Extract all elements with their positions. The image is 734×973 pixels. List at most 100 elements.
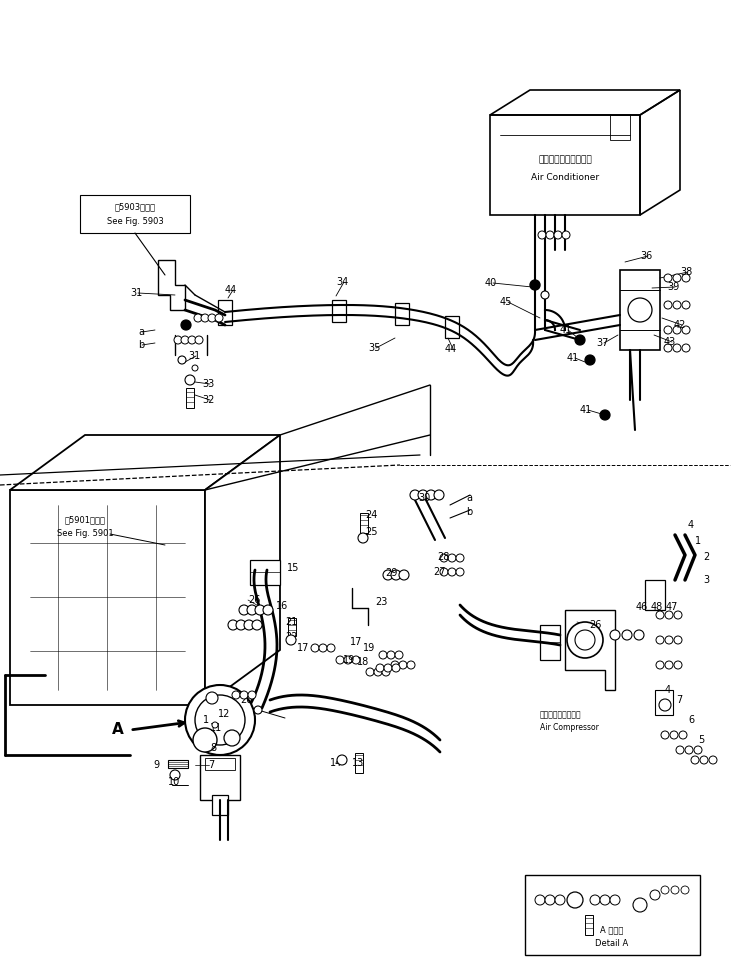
Text: Air Compressor: Air Compressor [540,724,599,733]
Circle shape [178,356,186,364]
Circle shape [682,274,690,282]
Text: 13: 13 [352,758,364,768]
Text: b: b [466,507,472,517]
Circle shape [201,314,209,322]
Circle shape [634,630,644,640]
Text: 17: 17 [350,637,363,647]
Bar [540,625,560,660]
Text: 第5903図参照: 第5903図参照 [115,202,156,211]
Text: 28: 28 [437,552,449,562]
Text: 41: 41 [567,353,579,363]
Circle shape [567,622,603,658]
Circle shape [236,620,246,630]
Text: b: b [138,340,145,350]
Circle shape [673,274,681,282]
Circle shape [311,644,319,652]
Circle shape [664,301,672,309]
Circle shape [661,731,669,739]
Bar [395,303,409,325]
Circle shape [664,344,672,352]
Bar [168,760,188,768]
Text: 3: 3 [703,575,709,585]
Bar [525,875,700,955]
Text: 22: 22 [285,632,297,642]
Circle shape [228,620,238,630]
Circle shape [670,731,678,739]
Circle shape [664,274,672,282]
Circle shape [195,695,245,745]
Circle shape [674,611,682,619]
Circle shape [181,320,191,330]
Text: 44: 44 [225,285,237,295]
Text: 41: 41 [580,405,592,415]
Circle shape [248,691,256,699]
Circle shape [691,756,699,764]
Circle shape [185,375,195,385]
Text: 21: 21 [285,617,297,627]
Bar [186,388,194,408]
Text: 37: 37 [596,338,608,348]
Circle shape [682,344,690,352]
Circle shape [337,755,347,765]
Circle shape [656,661,664,669]
Text: A 詳細図: A 詳細図 [600,925,624,934]
Circle shape [709,756,717,764]
Circle shape [208,314,216,322]
Circle shape [448,554,456,562]
Bar [200,755,240,800]
Text: 47: 47 [666,602,678,612]
Circle shape [181,336,189,344]
Text: 1: 1 [695,536,701,546]
Circle shape [694,746,702,754]
Text: 11: 11 [210,723,222,733]
Circle shape [665,661,673,669]
Circle shape [700,756,708,764]
Polygon shape [10,490,205,705]
Circle shape [399,661,407,669]
Text: 19: 19 [343,655,355,665]
Text: a: a [466,493,472,503]
Circle shape [384,664,392,672]
Circle shape [541,291,549,299]
Text: 20: 20 [240,695,252,705]
Text: 29: 29 [385,568,397,578]
Text: 16: 16 [276,601,288,611]
Circle shape [665,636,673,644]
Circle shape [374,668,382,676]
Circle shape [545,895,555,905]
Text: 34: 34 [336,277,348,287]
Circle shape [682,301,690,309]
Circle shape [247,605,257,615]
Circle shape [194,314,202,322]
Bar [250,560,280,585]
Circle shape [681,886,689,894]
Circle shape [255,605,265,615]
Bar [205,758,235,770]
Circle shape [192,365,198,371]
Circle shape [440,554,448,562]
Text: A: A [112,723,124,738]
Text: エアーコンプレッサ: エアーコンプレッサ [540,710,581,719]
Bar [80,195,190,233]
Circle shape [395,651,403,659]
Text: a: a [138,327,144,337]
Text: 1: 1 [203,715,209,725]
Text: 23: 23 [375,597,388,607]
Circle shape [418,490,428,500]
Bar [655,690,673,715]
Bar [288,618,296,636]
Circle shape [254,706,262,714]
Text: See Fig. 5901: See Fig. 5901 [57,529,113,538]
Circle shape [336,656,344,664]
Circle shape [600,410,610,420]
Text: 38: 38 [680,267,692,277]
Text: 26: 26 [248,595,261,605]
Text: 44: 44 [445,344,457,354]
Bar [645,580,665,610]
Circle shape [448,568,456,576]
Text: 31: 31 [130,288,142,298]
Text: 15: 15 [287,563,299,573]
Circle shape [656,611,664,619]
Circle shape [661,886,669,894]
Circle shape [610,895,620,905]
